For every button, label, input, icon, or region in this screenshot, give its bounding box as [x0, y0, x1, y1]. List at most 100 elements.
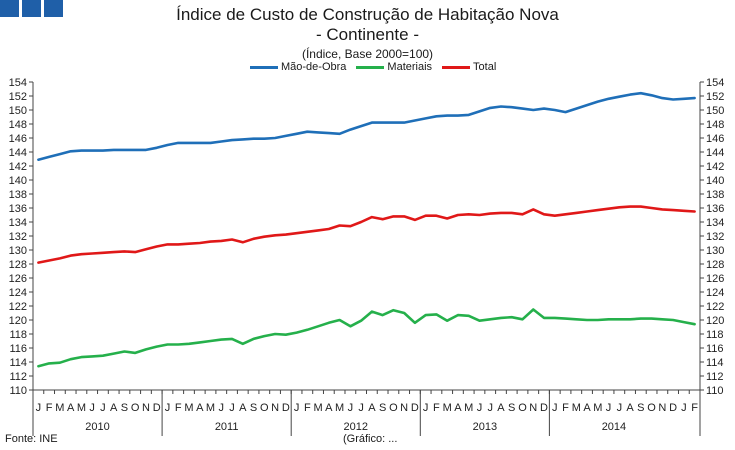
x-month-label: M [55, 402, 64, 414]
x-month-label: M [314, 402, 323, 414]
y-tick-label-left: 146 [9, 133, 27, 145]
x-month-label: J [617, 402, 623, 414]
x-month-label: A [497, 402, 505, 414]
x-month-label: M [77, 402, 86, 414]
y-tick-label-left: 132 [9, 231, 27, 243]
x-month-label: J [294, 402, 300, 414]
x-month-label: F [433, 402, 440, 414]
y-tick-label-right: 148 [706, 119, 724, 131]
x-month-label: A [325, 402, 333, 414]
x-month-label: M [206, 402, 215, 414]
series-line-materiais [37, 308, 696, 368]
x-month-label: J [358, 402, 364, 414]
x-month-label: J [229, 402, 235, 414]
legend-item-materiais: Materiais [356, 61, 432, 73]
y-tick-label-right: 134 [706, 217, 724, 229]
x-month-label: N [658, 402, 666, 414]
legend-swatch-total [442, 65, 471, 69]
x-month-label: N [529, 402, 537, 414]
y-tick-label-left: 116 [9, 343, 27, 355]
legend-item-maodeobra: Mão-de-Obra [250, 61, 346, 73]
y-tick-label-left: 138 [9, 189, 27, 201]
x-month-label: J [423, 402, 429, 414]
x-year-label: 2014 [602, 421, 626, 433]
series-line-total [37, 205, 696, 264]
y-tick-label-right: 142 [706, 161, 724, 173]
logo-block [44, 0, 63, 17]
legend: Mão-de-Obra Materiais Total [250, 61, 496, 73]
y-tick-label-right: 152 [706, 91, 724, 103]
y-tick-label-left: 114 [9, 357, 27, 369]
x-month-label: J [487, 402, 493, 414]
y-tick-label-right: 118 [706, 329, 724, 341]
x-year-label: 2013 [473, 421, 497, 433]
legend-swatch-maodeobra [250, 65, 278, 69]
x-month-label: J [606, 402, 612, 414]
y-tick-label-left: 130 [9, 245, 27, 257]
x-month-label: S [637, 402, 644, 414]
y-tick-label-left: 128 [9, 259, 27, 271]
y-tick-label-right: 126 [706, 273, 724, 285]
x-month-label: F [304, 402, 311, 414]
legend-label-materiais: Materiais [387, 61, 433, 73]
y-tick-label-left: 136 [9, 203, 27, 215]
y-tick-label-right: 122 [706, 301, 724, 313]
source-note: Fonte: INE [5, 433, 58, 445]
y-tick-label-right: 114 [706, 357, 724, 369]
x-month-label: M [184, 402, 193, 414]
y-tick-label-right: 110 [706, 385, 724, 397]
x-month-label: M [443, 402, 452, 414]
x-month-label: S [508, 402, 515, 414]
x-month-label: D [411, 402, 419, 414]
x-month-label: J [165, 402, 171, 414]
x-month-label: N [271, 402, 279, 414]
x-month-label: M [464, 402, 473, 414]
y-tick-label-right: 120 [706, 315, 724, 327]
legend-swatch-materiais [356, 65, 385, 69]
y-tick-label-right: 130 [706, 245, 724, 257]
x-month-label: D [540, 402, 548, 414]
y-tick-label-right: 128 [706, 259, 724, 271]
x-month-label: N [400, 402, 408, 414]
x-month-label: S [121, 402, 128, 414]
x-month-label: A [454, 402, 462, 414]
x-month-label: O [647, 402, 656, 414]
y-tick-label-right: 146 [706, 133, 724, 145]
x-month-label: D [282, 402, 290, 414]
x-month-label: A [626, 402, 634, 414]
series-line-maodeobra [37, 91, 696, 161]
x-month-label: J [36, 402, 42, 414]
y-tick-label-right: 116 [706, 343, 724, 355]
y-tick-label-left: 142 [9, 161, 27, 173]
x-month-label: J [89, 402, 95, 414]
x-month-label: O [260, 402, 269, 414]
x-month-label: A [110, 402, 118, 414]
x-month-label: F [175, 402, 182, 414]
y-tick-label-left: 140 [9, 175, 27, 187]
y-tick-label-left: 134 [9, 217, 27, 229]
x-month-label: D [153, 402, 161, 414]
y-tick-label-right: 150 [706, 105, 724, 117]
y-tick-label-right: 124 [706, 287, 724, 299]
x-month-label: F [46, 402, 53, 414]
chart-unit: (Índice, Base 2000=100) [301, 47, 434, 61]
y-tick-label-left: 148 [9, 119, 27, 131]
x-month-label: F [691, 402, 698, 414]
logo-block [22, 0, 41, 17]
x-month-label: A [368, 402, 376, 414]
x-year-label: 2012 [343, 421, 367, 433]
y-tick-label-left: 110 [9, 385, 27, 397]
y-tick-label-left: 150 [9, 105, 27, 117]
x-month-label: F [562, 402, 569, 414]
x-month-label: J [477, 402, 483, 414]
logo-block [0, 0, 19, 17]
x-month-label: J [681, 402, 687, 414]
x-month-label: J [219, 402, 225, 414]
chart-subtitle: - Continente - [316, 25, 419, 44]
y-tick-label-left: 118 [9, 329, 27, 341]
x-month-label: D [669, 402, 677, 414]
x-month-label: M [572, 402, 581, 414]
x-year-label: 2010 [85, 421, 109, 433]
x-month-label: J [348, 402, 354, 414]
